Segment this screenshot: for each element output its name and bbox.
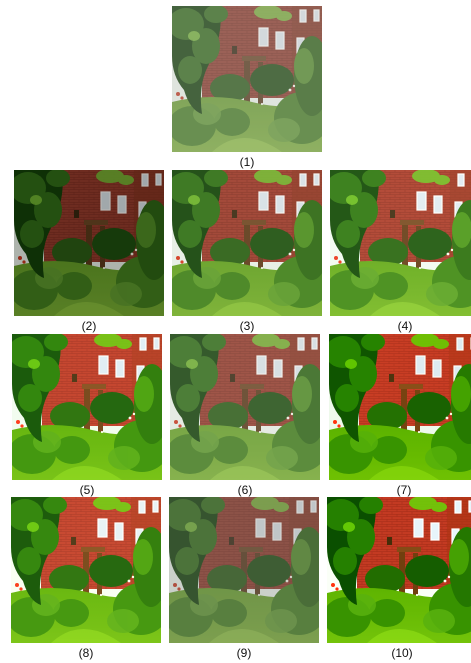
figure-caption-4: (4) xyxy=(397,319,413,333)
scene-photo-2 xyxy=(14,170,164,316)
scene-photo-5 xyxy=(12,334,162,480)
scene-illustration xyxy=(329,334,471,480)
scene-illustration xyxy=(327,497,471,643)
figure-panel-1: (1) xyxy=(172,6,322,170)
scene-illustration xyxy=(12,334,162,480)
scene-photo-3 xyxy=(172,170,322,316)
figure-caption-9: (9) xyxy=(236,646,252,660)
figure-caption-5: (5) xyxy=(79,483,95,497)
scene-photo-1 xyxy=(172,6,322,152)
scene-photo-10 xyxy=(327,497,471,643)
scene-photo-6 xyxy=(170,334,320,480)
scene-illustration xyxy=(11,497,161,643)
figure-panel-3: (3) xyxy=(172,170,322,334)
figure-panel-10: (10) xyxy=(327,497,471,661)
figure-panel-4: (4) xyxy=(330,170,471,334)
figure-caption-6: (6) xyxy=(237,483,253,497)
scene-photo-4 xyxy=(330,170,471,316)
scene-photo-8 xyxy=(11,497,161,643)
figure-panel-5: (5) xyxy=(12,334,162,498)
figure-caption-8: (8) xyxy=(78,646,94,660)
scene-photo-7 xyxy=(329,334,471,480)
scene-illustration xyxy=(172,170,322,316)
scene-illustration xyxy=(169,497,319,643)
scene-illustration xyxy=(172,6,322,152)
figure-panel-8: (8) xyxy=(11,497,161,661)
figure-caption-3: (3) xyxy=(239,319,255,333)
figure-panel-9: (9) xyxy=(169,497,319,661)
scene-illustration xyxy=(14,170,164,316)
figure-caption-7: (7) xyxy=(396,483,412,497)
figure-caption-10: (10) xyxy=(391,646,413,660)
figure-panel-6: (6) xyxy=(170,334,320,498)
scene-photo-9 xyxy=(169,497,319,643)
scene-illustration xyxy=(170,334,320,480)
figure-panel-2: (2) xyxy=(14,170,164,334)
figure-caption-1: (1) xyxy=(239,155,255,169)
scene-illustration xyxy=(330,170,471,316)
figure-panel-7: (7) xyxy=(329,334,471,498)
figure-caption-2: (2) xyxy=(81,319,97,333)
